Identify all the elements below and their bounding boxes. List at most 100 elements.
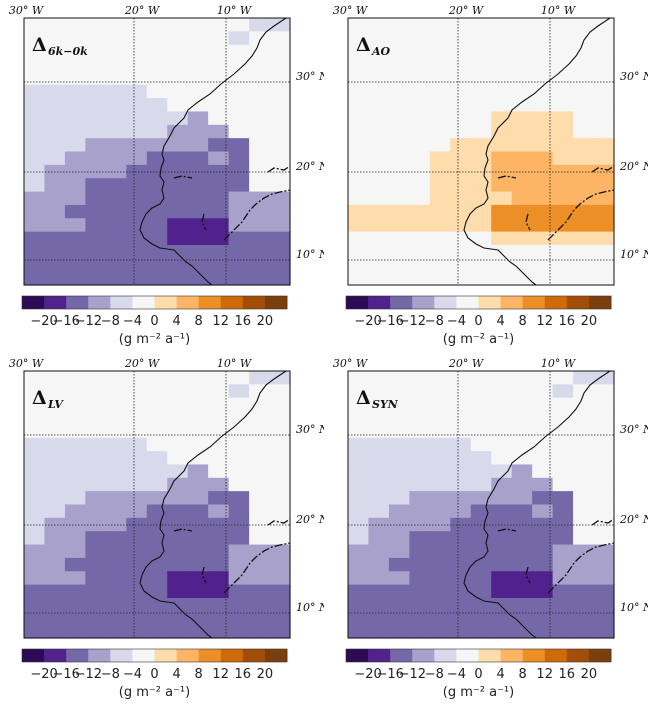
- grid-cell: [511, 464, 533, 479]
- colorbar-unit-label: (g m⁻² a⁻¹): [119, 685, 190, 700]
- grid-cell: [105, 491, 127, 506]
- colorbar-tick-label: −12: [75, 667, 102, 682]
- grid-cell: [64, 124, 86, 139]
- grid-cell: [491, 384, 513, 399]
- grid-cell: [511, 138, 533, 153]
- grid-cell: [348, 218, 370, 233]
- colorbar-swatch: [264, 296, 288, 309]
- grid-cell: [24, 451, 46, 466]
- grid-cell: [348, 58, 370, 72]
- grid-cell: [348, 451, 370, 466]
- colorbar-frame: [21, 648, 288, 663]
- grid-cell: [228, 71, 250, 86]
- grid-cell: [573, 231, 595, 246]
- grid-cell: [249, 571, 271, 586]
- grid-cell: [368, 191, 390, 206]
- grid-cell: [249, 371, 271, 385]
- grid-cell: [450, 98, 472, 113]
- grid-cell: [511, 571, 533, 586]
- grid-cell: [208, 84, 230, 99]
- grid-cell: [167, 58, 189, 72]
- grid-cell: [24, 271, 46, 286]
- grid-cell: [552, 204, 574, 219]
- grid-cell: [491, 411, 513, 425]
- grid-cell: [429, 531, 451, 546]
- grid-cell: [208, 124, 230, 139]
- grid-cell: [64, 244, 86, 259]
- grid-cell: [429, 517, 451, 532]
- grid-cell: [187, 437, 209, 452]
- map-frame: [347, 370, 615, 639]
- colorbar-swatch: [412, 296, 435, 309]
- lat-label: 30° N: [296, 70, 324, 83]
- grid-cell: [348, 244, 370, 259]
- grid-cell: [368, 557, 390, 572]
- grid-cell: [228, 584, 250, 599]
- grid-cell: [573, 218, 595, 233]
- grid-cell: [409, 258, 431, 273]
- colorbar-swatch: [44, 296, 67, 309]
- grid-cell: [532, 138, 554, 153]
- grid-cell: [491, 611, 513, 626]
- grid-cell: [105, 138, 127, 153]
- grid-cell: [470, 98, 492, 113]
- grid-cell: [552, 557, 574, 572]
- grid-cell: [470, 258, 492, 273]
- grid-cell: [429, 397, 451, 412]
- grid-cell: [85, 218, 107, 233]
- grid-cell: [552, 584, 574, 599]
- grid-cell: [44, 611, 66, 626]
- panel-title: Δ: [32, 34, 47, 56]
- grid-cell: [470, 624, 492, 639]
- grid-cell: [126, 58, 148, 72]
- grid-cell: [573, 18, 595, 32]
- grid-cell: [146, 544, 168, 559]
- grid-cell: [368, 531, 390, 546]
- grid-cell: [126, 218, 148, 233]
- grid-cell: [593, 98, 615, 113]
- grid-cell: [105, 584, 127, 599]
- grid-cell: [167, 271, 189, 286]
- grid-cell: [126, 531, 148, 546]
- grid-cell: [44, 151, 66, 166]
- grid-cell: [269, 31, 291, 46]
- grid-cell: [573, 517, 595, 532]
- grid-cell: [368, 271, 390, 286]
- grid-cell: [208, 464, 230, 479]
- grid-cell: [511, 124, 533, 139]
- grid-cell: [146, 557, 168, 572]
- grid-cell: [532, 204, 554, 219]
- grid-cell: [64, 451, 86, 466]
- colorbar-swatch: [220, 649, 244, 662]
- grid-cell: [491, 191, 513, 206]
- grid-cell: [388, 258, 410, 273]
- grid-cell: [470, 231, 492, 246]
- colorbar-frame: [345, 295, 612, 310]
- grid-cell: [187, 191, 209, 206]
- grid-cell: [146, 58, 168, 72]
- grid-cell: [409, 531, 431, 546]
- colorbar-swatch: [456, 296, 479, 309]
- grid-cell: [167, 597, 189, 612]
- grid-cell: [24, 98, 46, 113]
- grid-cell: [388, 491, 410, 506]
- grid-cell: [187, 18, 209, 32]
- grid-cell: [552, 271, 574, 286]
- grid-cell: [429, 584, 451, 599]
- grid-cell: [146, 151, 168, 166]
- grid-cell: [388, 464, 410, 479]
- grid-cell: [167, 544, 189, 559]
- grid-cell: [388, 597, 410, 612]
- grid-cell: [511, 258, 533, 273]
- grid-cell: [593, 71, 615, 86]
- grid-cell: [24, 611, 46, 626]
- country-border: [547, 542, 615, 594]
- grid-cell: [126, 124, 148, 139]
- grid-cell: [269, 624, 291, 639]
- grid-cell: [511, 397, 533, 412]
- grid-cell: [511, 451, 533, 466]
- grid-cell: [573, 611, 595, 626]
- lon-label: 10° W: [217, 4, 253, 17]
- grid-cell: [269, 111, 291, 126]
